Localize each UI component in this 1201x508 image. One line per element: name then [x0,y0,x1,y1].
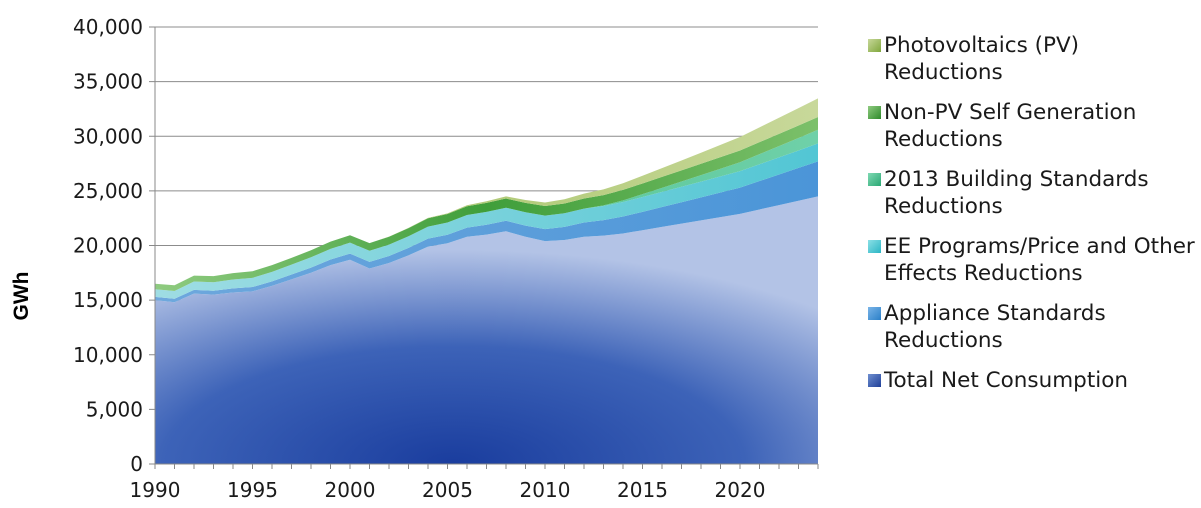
x-tick-label: 1995 [227,478,278,502]
y-tick-label: 0 [130,452,143,476]
legend-swatch-pv [868,39,881,52]
x-tick-label: 2020 [715,478,766,502]
legend-label: Non-PV Self Generation Reductions [884,100,1137,152]
area-ee-programs [155,143,818,299]
y-tick-label: 10,000 [73,343,143,367]
legend-swatch-non-pv [868,106,881,119]
x-tick-label: 2005 [422,478,473,502]
area-total-net-consumption [155,196,818,464]
x-tick-label: 2010 [520,478,571,502]
legend-item-pv: Photovoltaics (PV) Reductions [860,32,1200,86]
legend-swatch-appliance-standards [868,307,881,320]
y-tick-label: 40,000 [73,15,143,39]
x-tick-label: 1990 [130,478,181,502]
legend-label: Photovoltaics (PV) Reductions [884,33,1080,85]
legend-swatch-building-standards [868,173,881,186]
legend-label: Total Net Consumption [884,368,1129,393]
legend-label: 2013 Building Standards Reductions [884,167,1149,219]
y-tick-labels: 0 5,000 10,000 15,000 20,000 25,000 30,000 35,0… [73,15,155,476]
x-tick-label: 2015 [617,478,668,502]
legend-item-total-net-consumption: Total Net Consumption [860,367,1200,394]
legend-item-building-standards: 2013 Building Standards Reductions [860,166,1200,220]
y-tick-label: 35,000 [73,70,143,94]
y-tick-label: 5,000 [86,397,143,421]
chart-legend: Photovoltaics (PV) Reductions Non-PV Sel… [860,32,1200,407]
legend-item-appliance-standards: Appliance Standards Reductions [860,300,1200,354]
legend-item-ee-programs: EE Programs/Price and Other Effects Redu… [860,233,1200,287]
y-tick-label: 15,000 [73,288,143,312]
legend-item-non-pv-self-generation: Non-PV Self Generation Reductions [860,99,1200,153]
x-tick-labels: 1990 1995 2000 2005 2010 2015 2020 [130,464,819,502]
area-appliance-standards [155,161,818,303]
area-non-pv-self-generation [155,117,818,291]
legend-label: EE Programs/Price and Other Effects Redu… [884,234,1195,286]
y-tick-label: 25,000 [73,179,143,203]
y-tick-label: 20,000 [73,234,143,258]
x-tick-label: 2000 [325,478,376,502]
y-tick-label: 30,000 [73,124,143,148]
legend-label: Appliance Standards Reductions [884,301,1106,353]
legend-swatch-total-net-consumption [868,374,881,387]
y-axis-title: GWh [10,272,33,321]
legend-swatch-ee-programs [868,240,881,253]
area-series-layer [155,98,818,464]
